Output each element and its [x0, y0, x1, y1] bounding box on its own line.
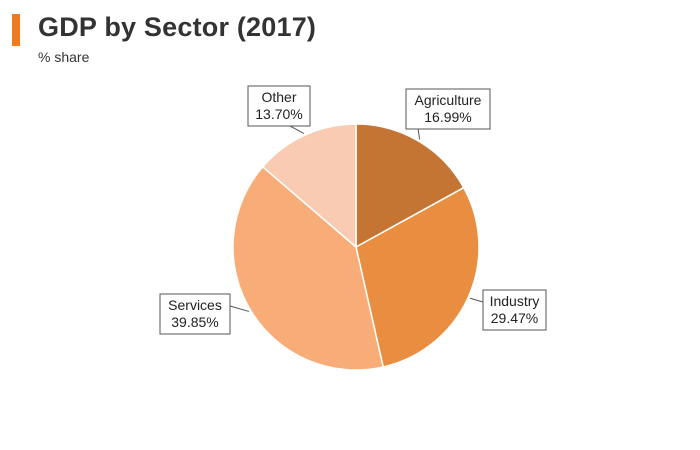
title-accent-bar: [12, 14, 20, 46]
leader-line: [469, 297, 484, 303]
pie-slice-industry: [355, 186, 480, 368]
chart-title: GDP by Sector (2017): [38, 12, 317, 42]
label-box: [482, 289, 547, 331]
slice-name-label: Agriculture: [415, 92, 482, 108]
slice-value-label: 39.85%: [171, 314, 218, 330]
slice-value-label: 29.47%: [491, 310, 538, 326]
leader-line: [229, 305, 250, 312]
label-box: [159, 293, 231, 335]
label-box: [405, 88, 491, 130]
pie-slice-other: [261, 123, 357, 249]
slice-value-label: 16.99%: [424, 109, 471, 125]
slice-value-label: 13.70%: [255, 106, 302, 122]
leader-line: [417, 127, 421, 140]
label-box: [247, 85, 311, 127]
slice-name-label: Industry: [490, 293, 540, 309]
slice-name-label: Services: [168, 297, 222, 313]
pie-slice-services: [232, 165, 385, 371]
chart-subtitle: % share: [38, 49, 90, 65]
leader-line: [289, 125, 305, 134]
pie-slices: [232, 123, 480, 371]
pie-slice-agriculture: [355, 123, 465, 249]
slice-name-label: Other: [261, 89, 296, 105]
